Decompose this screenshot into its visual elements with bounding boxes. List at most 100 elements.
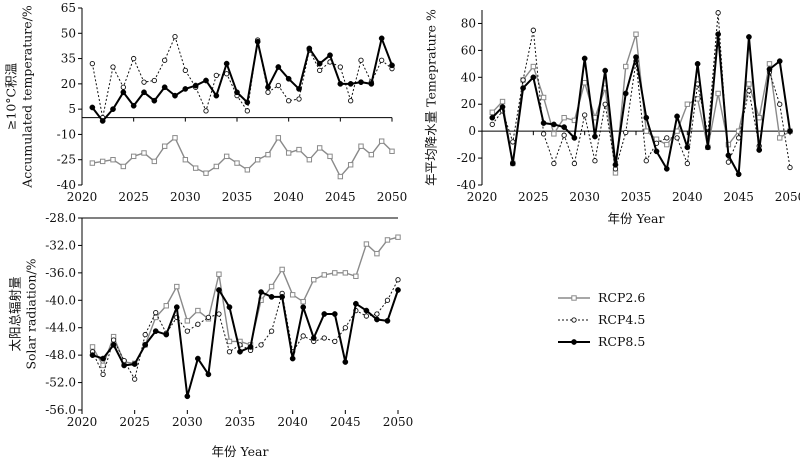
data-point [684,144,691,151]
data-point [265,89,271,95]
data-point [184,318,191,324]
data-point [384,237,391,243]
data-point [89,344,96,350]
data-point [110,106,116,112]
x-tick-label: 2030 [170,190,201,204]
data-point [337,173,344,180]
data-point [489,121,495,128]
x-axis-label: 年份 Year [212,444,269,459]
data-point [192,165,199,171]
data-point [746,81,752,87]
data-point [244,99,251,106]
data-point [674,128,680,134]
data-point [395,287,401,293]
data-point [374,250,380,257]
data-point [684,101,691,107]
data-point [633,54,639,60]
data-point [161,143,168,149]
data-point [663,165,670,172]
data-point [674,135,680,141]
x-tick-label: 2035 [222,190,253,204]
data-point [195,321,201,327]
data-point [715,31,721,38]
series-line [92,289,399,398]
data-point [289,292,296,298]
y-tick-label: -44.0 [45,321,76,335]
y-tick-label: 60 [461,43,476,57]
y-tick-label: 80 [461,16,476,30]
y-axis-label: Accumulated temperature/% [20,5,35,189]
data-point [131,55,137,62]
data-point [674,113,680,120]
legend-label: RCP8.5 [598,334,645,349]
data-point [551,121,557,128]
data-point [203,77,209,84]
x-tick-label: 2050 [775,190,800,204]
y-tick-label: 20 [461,97,476,111]
data-point [300,304,307,310]
data-point [275,135,282,141]
data-point [223,153,230,160]
data-point [321,272,327,278]
data-point [110,337,117,343]
data-point [224,71,230,77]
data-point [110,64,116,70]
y-axis-label: Solar radiation/% [24,258,39,369]
data-point [316,145,323,151]
data-point [163,331,170,338]
x-tick-label: 2040 [273,190,304,204]
legend-label: RCP2.6 [598,290,645,305]
series-RCP8-5 [89,287,401,400]
data-point [99,158,106,165]
data-point [151,77,157,84]
data-point [163,303,169,309]
x-axis-label: 年份 Year [608,211,665,226]
data-point [684,160,690,167]
data-point [358,79,364,86]
data-point [151,158,158,165]
data-point [622,90,629,97]
data-point [296,86,302,92]
data-point [321,335,327,341]
y-tick-label: 40 [461,70,476,84]
data-point [489,114,496,121]
data-point [374,311,380,317]
data-point [213,163,220,170]
data-point [184,328,190,334]
data-point [653,148,660,155]
data-point [258,342,264,348]
y-tick-label: -40 [457,178,476,192]
series-line [92,137,393,178]
data-point [205,314,212,321]
data-point [561,132,567,138]
y-tick-label: -10 [57,127,76,141]
data-point [725,159,732,165]
data-point [296,96,302,102]
data-point [643,128,649,134]
y-axis-label: ≥10°C积温 [4,62,19,130]
data-point [244,167,251,173]
data-point [510,139,516,145]
data-point [540,94,547,101]
data-point [100,371,106,377]
data-point [643,158,649,164]
data-point [310,335,317,341]
data-point [353,300,359,307]
data-point [327,153,333,160]
data-point [389,62,395,69]
data-point [275,82,281,89]
legend: RCP2.6 RCP4.5 RCP8.5 [558,290,645,349]
data-point [306,157,313,163]
data-point [561,124,567,130]
data-point [268,283,275,290]
x-tick-label: 2030 [172,415,203,429]
data-point [664,141,670,148]
data-point [289,355,296,362]
data-point [746,34,752,40]
data-point [337,81,344,87]
x-tick-label: 2020 [67,190,98,204]
y-tick-label: 5 [68,102,76,116]
data-point [247,344,254,350]
data-point [286,98,292,104]
data-point [100,355,106,362]
